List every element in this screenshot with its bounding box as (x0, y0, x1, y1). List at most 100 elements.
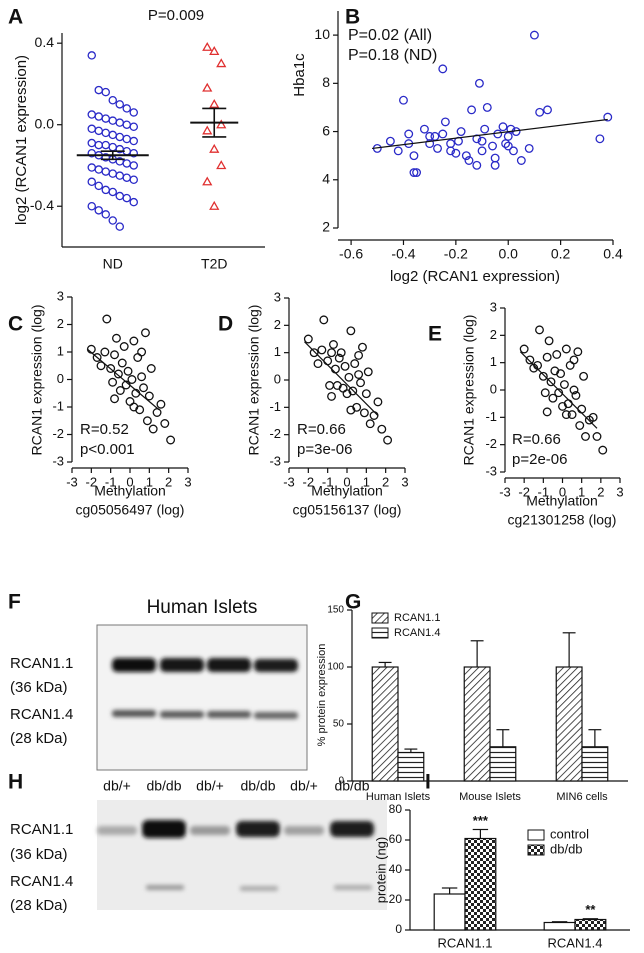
data-point (399, 95, 408, 105)
data-point (554, 388, 564, 398)
x-tick-label: 1 (578, 484, 585, 499)
data-point (472, 160, 482, 170)
data-point (425, 131, 435, 141)
legend-label: RCAN1.1 (394, 612, 440, 624)
x-tick-label: -0.2 (444, 246, 468, 262)
data-point (327, 348, 336, 358)
y-tick-label: 80 (389, 802, 403, 816)
data-point (139, 383, 148, 393)
data-point (309, 348, 319, 358)
data-point (552, 350, 562, 359)
chart-title: P=0.009 (148, 7, 204, 24)
data-point (346, 405, 356, 415)
data-point (123, 366, 133, 376)
data-point (524, 143, 534, 153)
band-size: (28 kDa) (10, 730, 68, 747)
legend-label: control (550, 826, 589, 841)
x-tick-label: RCAN1.1 (438, 935, 493, 950)
annotation: P=0.18 (ND) (348, 47, 437, 64)
y-axis-label: Hba1c (291, 53, 308, 97)
data-point (412, 168, 422, 177)
annotation: P=0.02 (All) (348, 27, 432, 44)
data-point (102, 314, 112, 324)
data-point (538, 371, 548, 381)
y-tick-label: 2 (490, 327, 497, 342)
panel: B Hba1c 2 4 6 8 10 -0.6 -0.4 -0.2 0.0 0.2 0.4 log2 (R… (291, 6, 623, 285)
y-tick-label: 20 (389, 892, 403, 906)
data-point (156, 399, 166, 409)
data-point (94, 126, 104, 136)
x-tick-label: 1 (363, 474, 370, 489)
data-point (94, 181, 104, 191)
data-point (456, 127, 466, 137)
data-point (354, 350, 364, 360)
x-tick-label: ND (103, 256, 123, 272)
data-point (565, 360, 575, 370)
data-point (129, 122, 138, 132)
x-axis-label: log2 (RCAN1 expression) (390, 268, 560, 285)
significance: ** (585, 902, 596, 917)
data-point (216, 160, 227, 170)
x-tick-label: 0 (126, 474, 133, 489)
data-point (359, 408, 369, 418)
blot-h: H RCAN1.1 (36 kDa) RCAN1.4 (28 kDa) (8, 771, 387, 914)
annotation: p=2e-06 (512, 451, 567, 468)
lane-label: db/db (334, 778, 369, 794)
data-point (146, 364, 156, 373)
data-point (209, 46, 220, 55)
data-point (129, 402, 139, 412)
panel-letter: B (345, 6, 360, 29)
data-point (317, 345, 327, 355)
data-point (113, 369, 123, 379)
significance: *** (473, 813, 489, 828)
data-point (327, 391, 336, 401)
data-point (115, 171, 125, 180)
data-point (160, 419, 170, 428)
data-point (94, 206, 104, 215)
y-tick-label: 6 (322, 122, 330, 138)
y-tick-label: 0 (274, 371, 281, 386)
legend-swatch (527, 844, 545, 856)
y-tick-label: 0 (338, 776, 344, 787)
data-point (567, 410, 577, 420)
legend-swatch (371, 627, 389, 639)
data-point (519, 344, 529, 354)
lane-label: db/db (240, 778, 275, 794)
data-point (115, 191, 125, 201)
annotation: p<0.001 (80, 441, 135, 458)
data-point (569, 385, 579, 395)
data-point (467, 105, 477, 115)
data-point (477, 146, 487, 156)
x-tick-label: Human Islets (366, 791, 431, 803)
y-tick-label: 4 (322, 170, 330, 186)
x-tick-label: -2 (518, 484, 530, 499)
data-point (542, 407, 552, 417)
data-point (461, 151, 471, 161)
y-tick-label: 2 (322, 219, 330, 235)
x-tick-label: 2 (597, 484, 604, 499)
blot-title: Human Islets (147, 597, 258, 618)
y-axis-label: protein (ng) (373, 837, 388, 903)
data-point (202, 176, 213, 186)
band-size: (28 kDa) (10, 897, 68, 914)
bar (574, 918, 607, 931)
data-point (383, 435, 393, 445)
x-tick-label: -0.4 (391, 246, 415, 262)
bar (371, 666, 399, 782)
data-point (313, 359, 323, 369)
y-tick-label: 0.0 (35, 115, 55, 131)
data-point (474, 78, 484, 88)
y-tick-label: 0.4 (35, 34, 55, 50)
x-tick-label: 1 (146, 474, 153, 489)
x-tick-label: -1 (105, 474, 117, 489)
x-tick-label: 3 (616, 484, 623, 499)
data-point (129, 336, 139, 346)
data-point (344, 372, 354, 382)
regression-line (371, 118, 608, 150)
legend-swatch (527, 829, 545, 841)
data-point (129, 148, 138, 158)
data-point (129, 136, 138, 146)
data-point (535, 325, 544, 335)
y-tick-label: 150 (327, 605, 344, 616)
